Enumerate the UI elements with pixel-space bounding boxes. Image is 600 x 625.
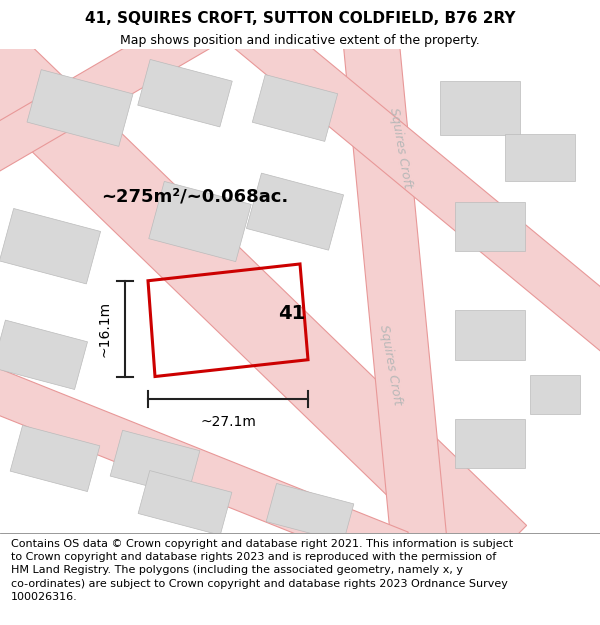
Polygon shape bbox=[455, 311, 525, 360]
Text: Squires Croft: Squires Croft bbox=[386, 106, 413, 189]
Polygon shape bbox=[0, 364, 408, 572]
Polygon shape bbox=[455, 202, 525, 251]
Text: 41: 41 bbox=[278, 304, 305, 323]
Polygon shape bbox=[138, 59, 232, 127]
Polygon shape bbox=[0, 22, 527, 579]
Polygon shape bbox=[440, 81, 520, 135]
Polygon shape bbox=[266, 484, 354, 542]
Text: Map shows position and indicative extent of the property.: Map shows position and indicative extent… bbox=[120, 34, 480, 47]
Polygon shape bbox=[505, 134, 575, 181]
Polygon shape bbox=[10, 426, 100, 492]
Polygon shape bbox=[0, 10, 211, 176]
Polygon shape bbox=[0, 209, 101, 284]
Text: ~27.1m: ~27.1m bbox=[200, 415, 256, 429]
Text: Contains OS data © Crown copyright and database right 2021. This information is : Contains OS data © Crown copyright and d… bbox=[11, 539, 513, 602]
Polygon shape bbox=[530, 374, 580, 414]
Text: Squires Croft: Squires Croft bbox=[377, 324, 403, 406]
Text: 41, SQUIRES CROFT, SUTTON COLDFIELD, B76 2RY: 41, SQUIRES CROFT, SUTTON COLDFIELD, B76… bbox=[85, 11, 515, 26]
Polygon shape bbox=[253, 74, 338, 141]
Polygon shape bbox=[27, 69, 133, 146]
Polygon shape bbox=[138, 471, 232, 535]
Polygon shape bbox=[234, 10, 600, 354]
Polygon shape bbox=[455, 419, 525, 468]
Polygon shape bbox=[247, 173, 344, 250]
Text: ~275m²/~0.068ac.: ~275m²/~0.068ac. bbox=[101, 188, 289, 206]
Polygon shape bbox=[342, 26, 448, 555]
Text: ~16.1m: ~16.1m bbox=[97, 301, 111, 357]
Polygon shape bbox=[149, 181, 251, 262]
Polygon shape bbox=[110, 430, 200, 496]
Polygon shape bbox=[0, 320, 88, 389]
